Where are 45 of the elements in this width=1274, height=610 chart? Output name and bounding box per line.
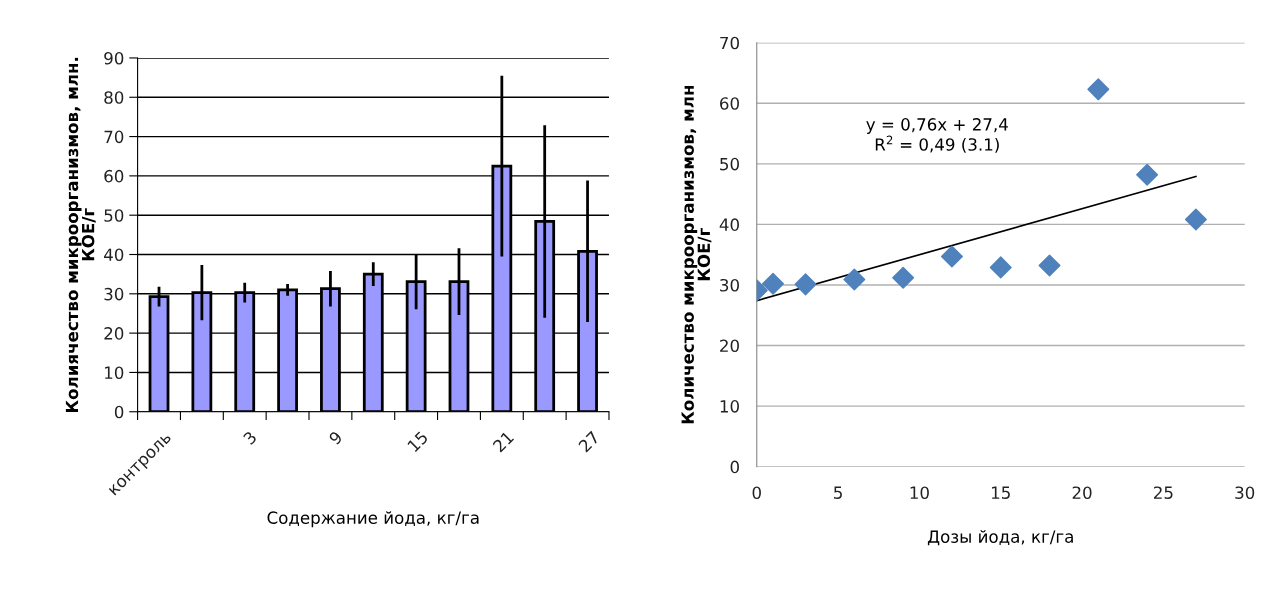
point — [1136, 163, 1159, 186]
x-tick-label: 10 — [910, 486, 929, 499]
point — [940, 245, 963, 268]
y-tick-label: 0 — [730, 460, 739, 474]
point — [1038, 254, 1061, 277]
y-tick-label: 20 — [720, 339, 739, 353]
y-tick-label: 60 — [104, 169, 124, 183]
y-tick-label: 10 — [720, 400, 739, 413]
y-tick-label: 80 — [104, 91, 124, 104]
y-tick-label: 90 — [104, 51, 124, 65]
x-tick-label: 5 — [834, 486, 842, 499]
x-tick-label: 0 — [752, 486, 761, 499]
x-tick-label: 25 — [1153, 486, 1173, 499]
x-tick-label: 27 — [577, 430, 600, 453]
y-tick-label: 10 — [105, 366, 124, 380]
y-tick-label: 50 — [720, 157, 739, 171]
x-axis-title: Дозы йода, кг/га — [927, 530, 1073, 546]
x-axis-title: Содержание йода, кг/га — [267, 511, 479, 528]
x-tick-label: 30 — [1235, 486, 1255, 499]
y-tick-label: 50 — [104, 209, 124, 222]
y-axis-title: Колиячество микроорганизмов, млн. КОЕ/г — [65, 57, 96, 413]
y-tick-label: 40 — [104, 248, 124, 262]
x-tick-label: 20 — [1072, 486, 1092, 499]
x-tick-label: 15 — [991, 486, 1010, 499]
y-tick-label: 30 — [104, 287, 124, 301]
y-tick-label: 70 — [104, 130, 124, 144]
x-tick-label: 9 — [328, 430, 344, 446]
point — [989, 256, 1012, 279]
y-tick-label: 20 — [104, 327, 124, 340]
y-tick-label: 70 — [720, 36, 739, 50]
point — [892, 266, 915, 289]
y-tick-label: 30 — [720, 278, 739, 292]
y-tick-label: 60 — [720, 97, 739, 110]
y-tick-label: 0 — [114, 405, 124, 419]
point — [762, 272, 785, 295]
annotation: y = 0,76x + 27,4 R$^{2}$ = 0,49 (3.1) — [866, 118, 1008, 153]
point — [1184, 208, 1207, 231]
point — [843, 268, 866, 291]
x-tick-label: 15 — [407, 430, 429, 453]
x-tick-label: 21 — [492, 430, 514, 453]
y-tick-label: 40 — [719, 218, 739, 231]
y-axis-title: Количество микроорганизмов, млн КОЕ/г — [681, 85, 712, 424]
point — [1087, 78, 1110, 101]
x-tick-label: 3 — [242, 430, 258, 446]
point — [794, 273, 817, 296]
